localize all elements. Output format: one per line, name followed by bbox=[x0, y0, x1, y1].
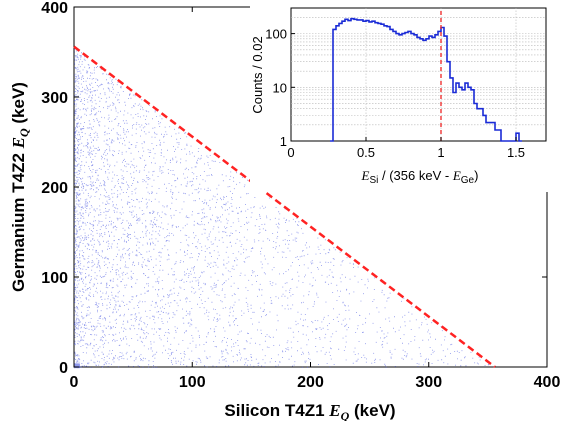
main-x-tick-label: 100 bbox=[179, 374, 206, 391]
inset-x-tick-label: 0 bbox=[287, 145, 294, 160]
main-y-tick-label: 400 bbox=[41, 0, 68, 17]
inset-x-tick-label: 0.5 bbox=[357, 145, 375, 160]
inset-histogram-chart: 0 0.5 1 1.5 1 10 100 ESi / (356 keV - EGe) Cou… bbox=[250, 2, 568, 192]
inset-x-tick-label: 1.5 bbox=[507, 145, 525, 160]
main-reference-line bbox=[73, 45, 496, 368]
main-y-tick-label: 200 bbox=[41, 180, 68, 197]
main-x-axis-label: Silicon T4Z1 EQ (keV) bbox=[224, 401, 395, 421]
inset-histogram-line bbox=[330, 17, 522, 142]
inset-x-tick-label: 1 bbox=[437, 145, 444, 160]
main-y-tick-label: 100 bbox=[41, 270, 68, 287]
inset-y-tick-label: 10 bbox=[273, 80, 287, 95]
inset-plot-frame bbox=[290, 7, 547, 142]
inset-x-axis-label: ESi / (356 keV - EGe) bbox=[361, 168, 479, 186]
inset-y-axis-label: Counts / 0.02 bbox=[250, 36, 265, 113]
main-x-tick-label: 200 bbox=[297, 374, 324, 391]
inset-axis-ticks: 0 0.5 1 1.5 1 10 100 bbox=[265, 27, 525, 160]
main-y-axis-label: Germanium T4Z2 EQ (keV) bbox=[9, 82, 31, 292]
main-x-tick-label: 300 bbox=[415, 374, 442, 391]
inset-y-tick-label: 100 bbox=[265, 27, 287, 42]
main-x-tick-label: 400 bbox=[534, 374, 561, 391]
inset-y-tick-label: 1 bbox=[280, 134, 287, 149]
main-y-tick-label: 300 bbox=[41, 90, 68, 107]
main-y-tick-label: 0 bbox=[59, 360, 68, 377]
main-x-tick-label: 0 bbox=[70, 374, 79, 391]
